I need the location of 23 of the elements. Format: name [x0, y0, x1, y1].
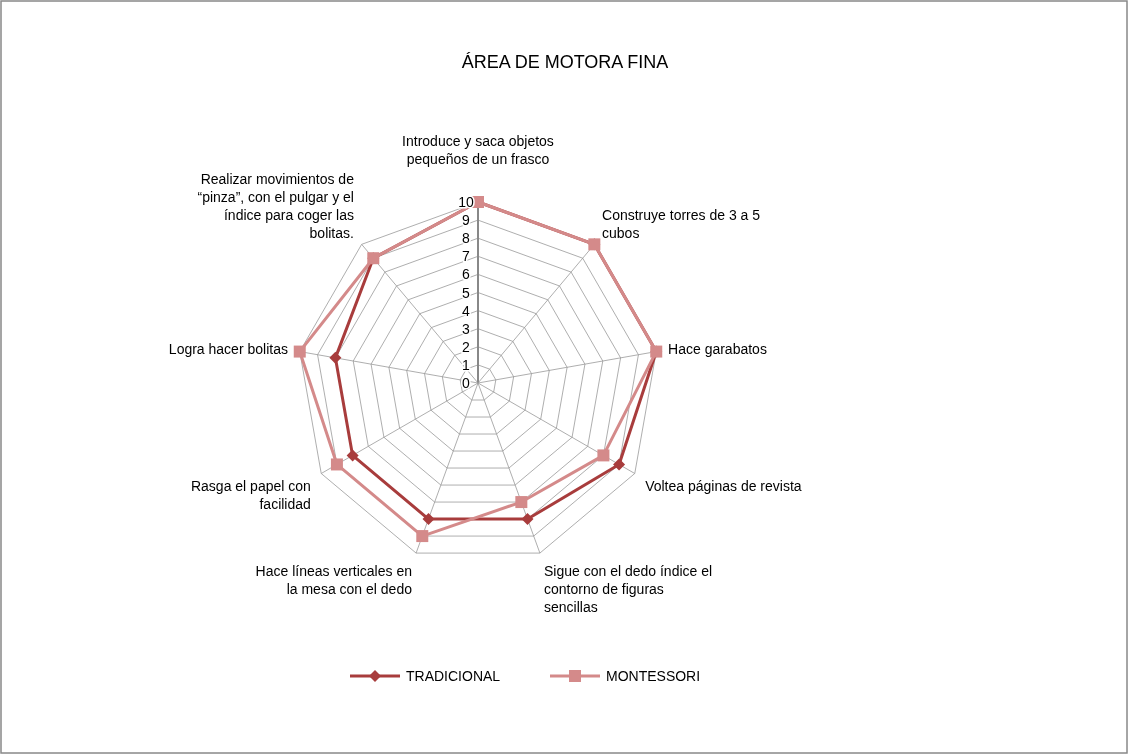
legend-label: MONTESSORI [606, 668, 701, 684]
y-tick-label: 2 [462, 338, 471, 355]
chart-title: ÁREA DE MOTORA FINA [461, 52, 669, 72]
y-tick-label: 3 [462, 320, 471, 337]
spoke-label: Introduce y saca objetos pequeños de un frasco [402, 133, 554, 167]
spoke-label: Hace garabatos [668, 341, 767, 358]
y-tick-label: 5 [462, 284, 471, 301]
legend-label: TRADICIONAL [406, 668, 501, 684]
spoke-label: Rasga el papel con facilidad [190, 477, 311, 512]
y-tick-label: 8 [462, 230, 471, 247]
y-tick-label: 10 [458, 194, 474, 210]
spoke-label: Voltea páginas de revista [645, 477, 802, 494]
y-tick-label: 0 [462, 375, 471, 391]
spoke-label: Construye torres de 3 a 5 cubos [602, 206, 761, 241]
y-tick-label: 6 [462, 266, 471, 283]
spoke-label: Realizar movimientos de “pinza”, con el pulgar y el índice para coger las bolitas. [197, 170, 355, 241]
spoke-label: Hace líneas verticales en la mesa con el dedo [255, 563, 413, 598]
y-tick-label: 4 [462, 302, 471, 319]
spoke-label: Logra hacer bolitas [168, 341, 288, 358]
spoke-label: Sigue con el dedo índice el contorno de figuras sencillas [544, 563, 713, 616]
y-tick-label: 9 [462, 212, 471, 229]
y-tick-label: 1 [462, 356, 471, 373]
y-tick-label: 7 [462, 248, 471, 265]
